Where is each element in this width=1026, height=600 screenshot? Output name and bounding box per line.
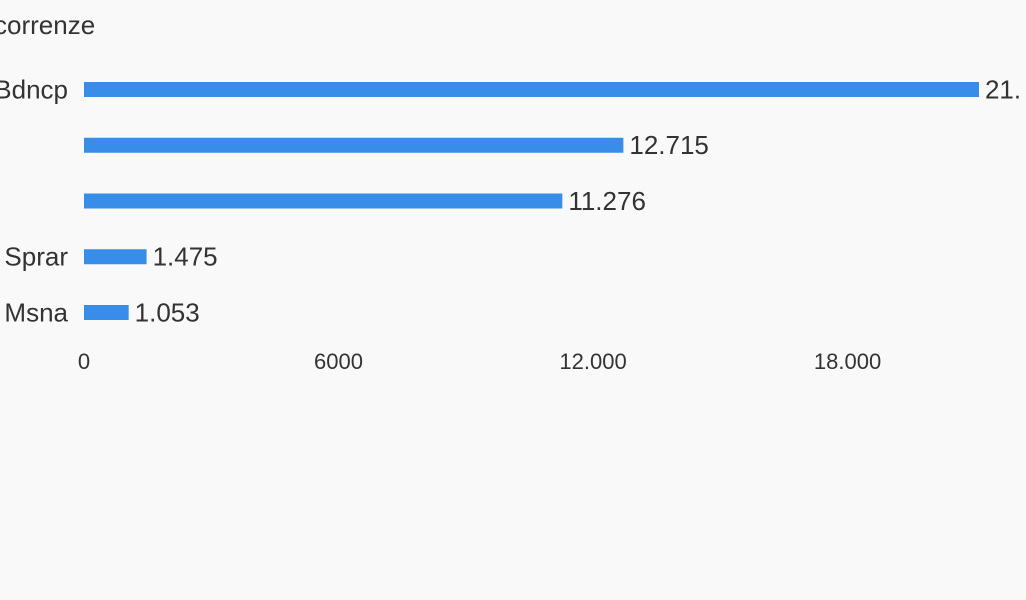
bar — [84, 82, 979, 97]
value-label: 21. — [985, 74, 1021, 104]
value-label: 1.053 — [135, 297, 200, 327]
x-tick-label: 6000 — [314, 349, 363, 374]
y-tick-label: Sprar — [4, 242, 68, 272]
y-tick-label: Bdncp — [0, 74, 68, 104]
bar — [84, 305, 129, 320]
bar — [84, 137, 624, 153]
value-label: 11.276 — [568, 186, 646, 216]
bar — [84, 193, 563, 209]
chart-title: correnze — [0, 10, 95, 40]
x-tick-label: 0 — [78, 349, 90, 374]
x-tick-label: 18.000 — [814, 349, 881, 374]
x-tick-label: 12.000 — [559, 349, 626, 374]
bar — [84, 249, 147, 265]
value-label: 1.475 — [153, 242, 218, 272]
y-tick-label: Msna — [4, 297, 68, 327]
value-label: 12.715 — [629, 130, 709, 160]
